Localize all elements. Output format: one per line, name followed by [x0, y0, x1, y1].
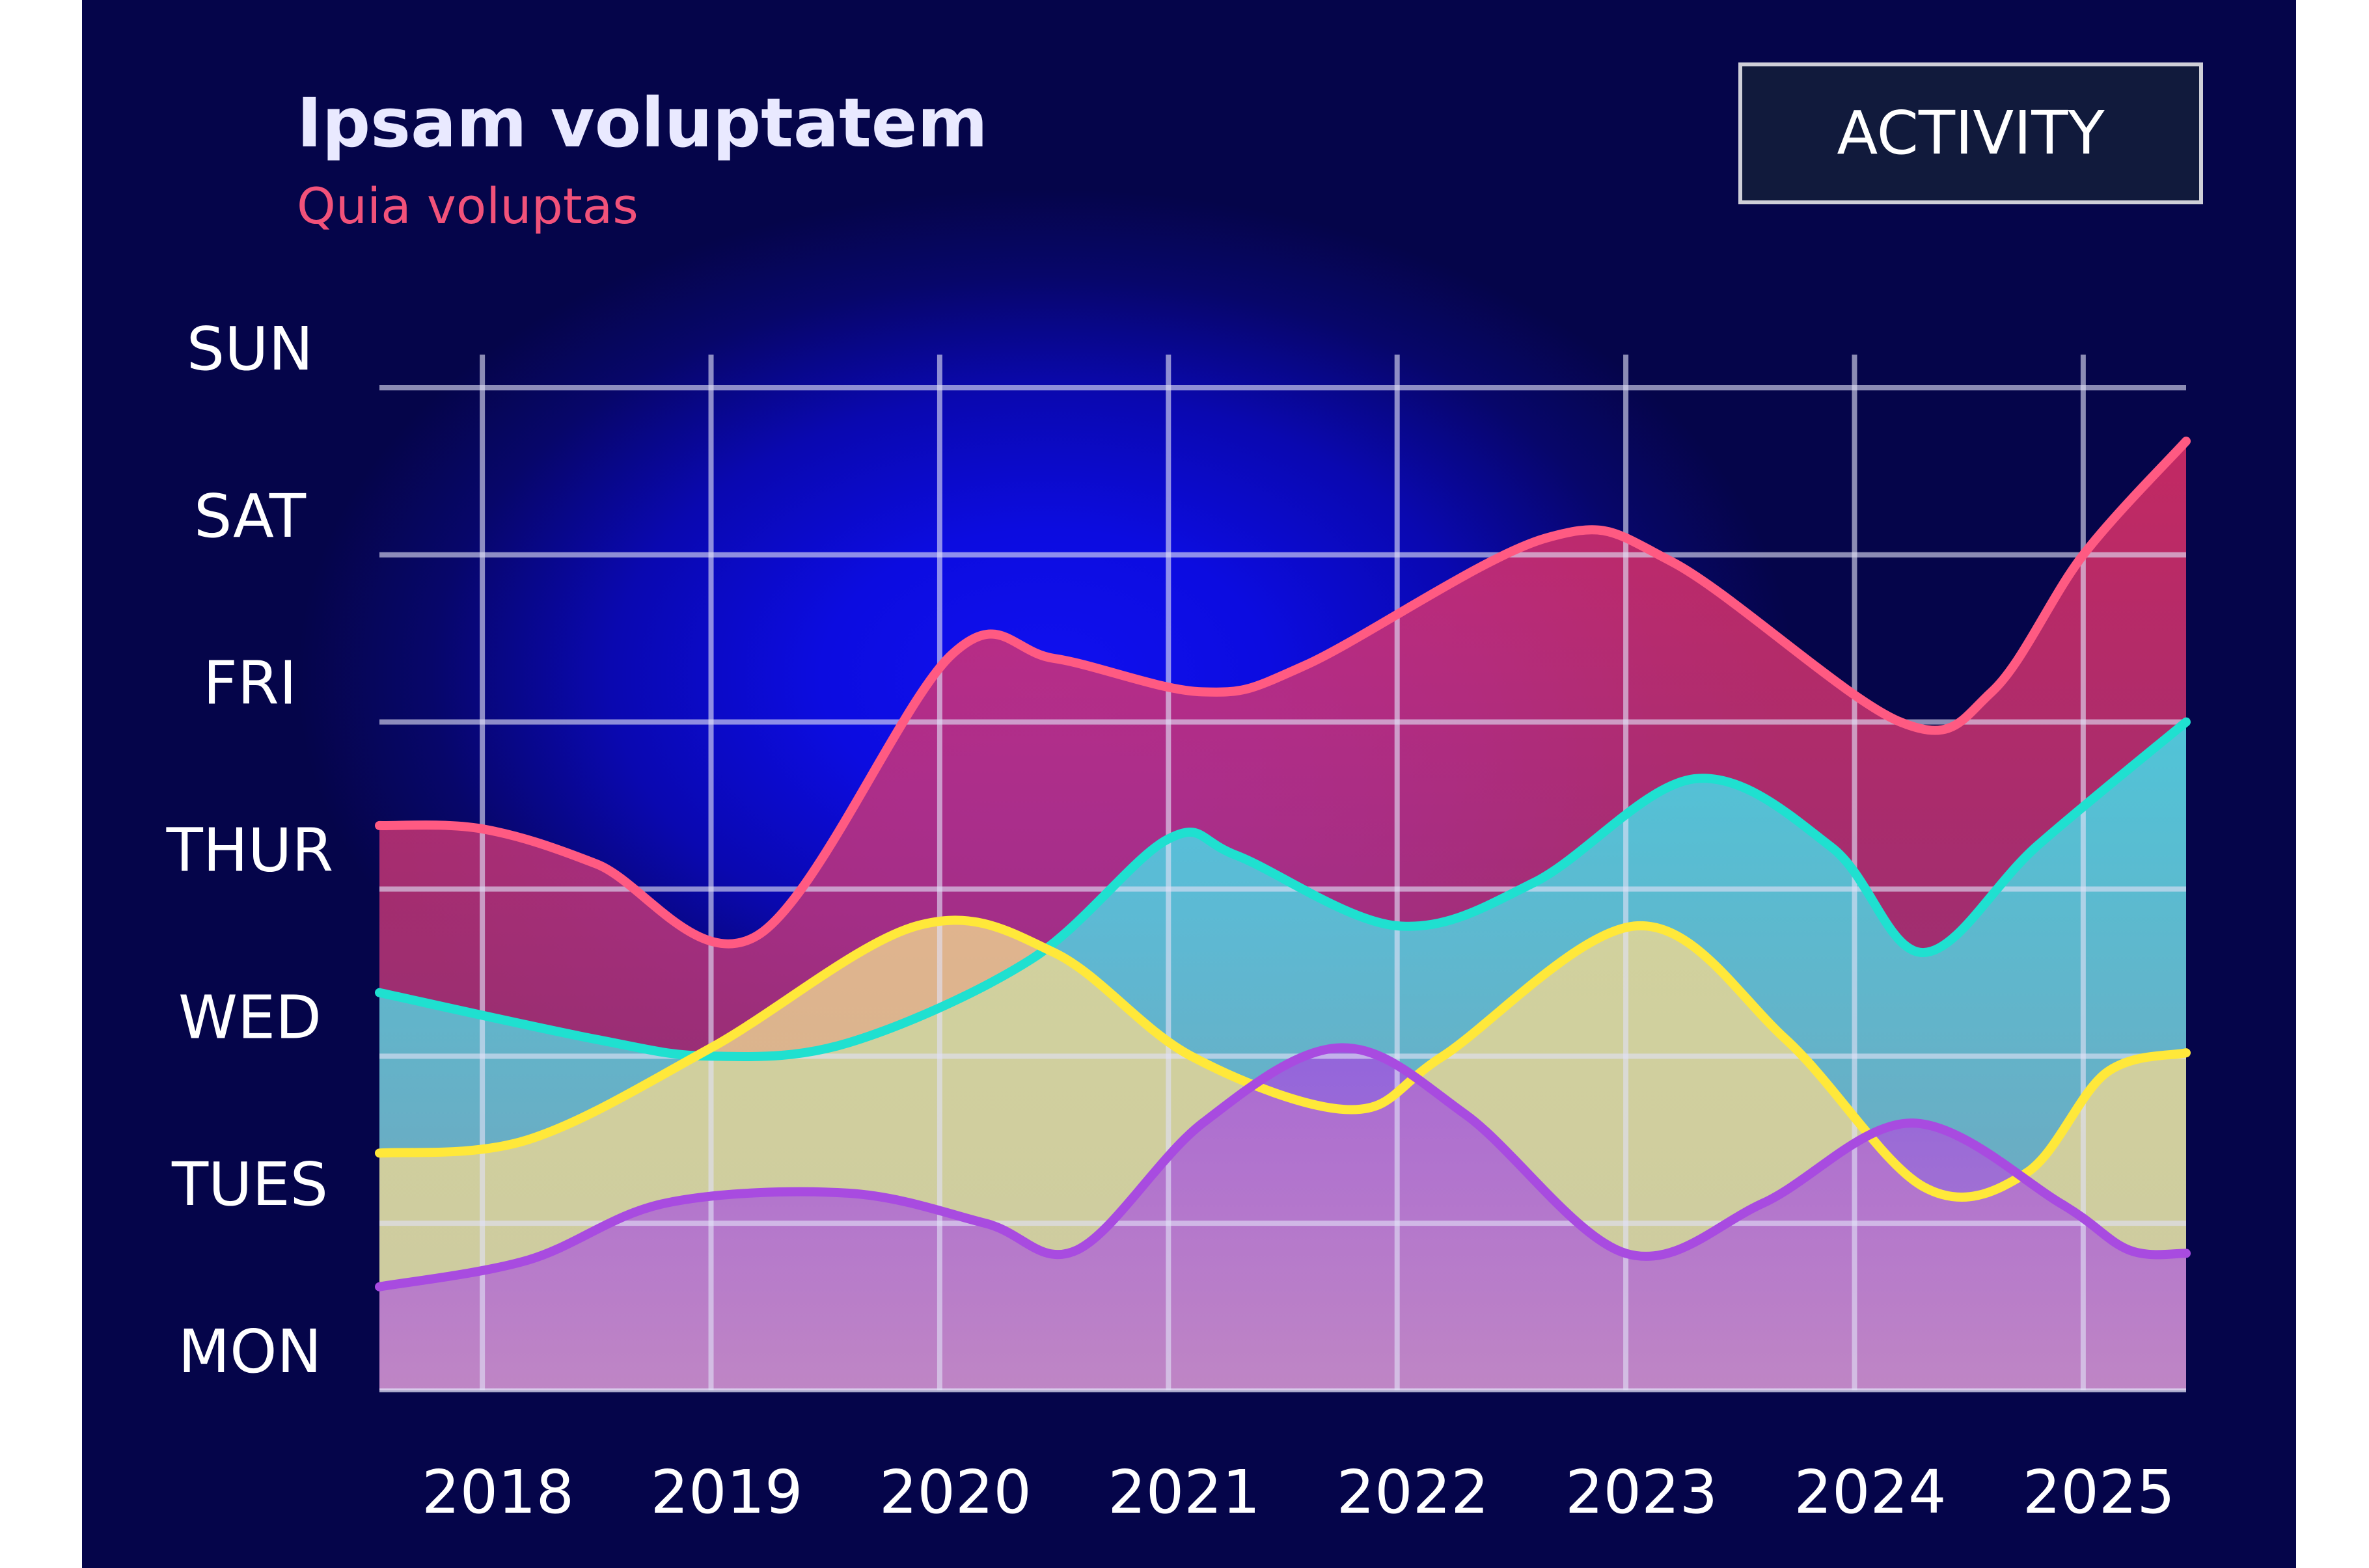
chart-canvas: MON TUES WED THUR FRI SAT SUN 2018 2019 2020 2021… — [166, 314, 2191, 1527]
x-tick-label-2022: 2022 — [1337, 1457, 1489, 1527]
x-tick-label-2023: 2023 — [1565, 1457, 1718, 1527]
series-line-4 — [375, 1043, 2191, 1291]
y-tick-label-wed: WED — [178, 982, 322, 1052]
y-tick-label-thur: THUR — [166, 815, 334, 885]
series-line-1 — [375, 437, 2191, 949]
chart-areas — [379, 441, 2186, 1390]
x-tick-label-2024: 2024 — [1794, 1457, 1946, 1527]
y-axis-labels: MON TUES WED THUR FRI SAT SUN — [166, 314, 334, 1386]
x-tick-label-2021: 2021 — [1108, 1457, 1260, 1527]
y-tick-label-tues: TUES — [171, 1150, 328, 1219]
chart-grid — [379, 355, 2186, 1392]
x-axis-labels: 2018 2019 2020 2021 2022 2023 2024 2025 — [422, 1457, 2175, 1527]
x-tick-label-2018: 2018 — [422, 1457, 574, 1527]
chart-lines — [375, 437, 2191, 1291]
area-4 — [379, 1048, 2186, 1390]
chart-subtitle: Quia voluptas — [297, 177, 638, 235]
x-tick-label-2020: 2020 — [879, 1457, 1032, 1527]
y-tick-label-mon: MON — [178, 1317, 322, 1386]
chart-panel: MON TUES WED THUR FRI SAT SUN 2018 2019 2020 2021… — [82, 0, 2296, 1568]
x-tick-label-2025: 2025 — [2023, 1457, 2175, 1527]
x-tick-label-2019: 2019 — [650, 1457, 802, 1527]
y-tick-label-sat: SAT — [194, 481, 307, 551]
y-tick-label-fri: FRI — [203, 649, 297, 718]
series-line-3 — [375, 915, 2191, 1202]
y-tick-label-sun: SUN — [187, 314, 314, 384]
chart-title: Ipsam voluptatem — [297, 83, 988, 163]
activity-button[interactable]: ACTIVITY — [1738, 62, 2203, 204]
series-line-2 — [375, 717, 2191, 1061]
